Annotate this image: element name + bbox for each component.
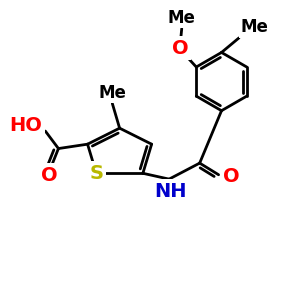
Text: O: O [223,167,240,186]
Text: Me: Me [240,18,268,36]
Text: Me: Me [168,9,196,27]
Text: NH: NH [154,182,187,201]
Text: HO: HO [10,116,42,135]
Text: O: O [172,39,189,58]
Text: Me: Me [98,84,126,102]
Text: S: S [89,164,103,183]
Text: O: O [41,166,58,185]
